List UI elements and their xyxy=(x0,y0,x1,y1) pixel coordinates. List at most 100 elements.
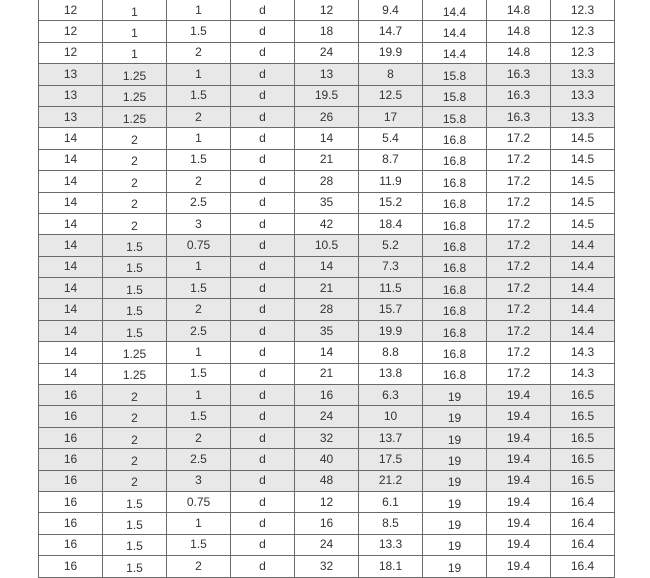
table-cell: 14 xyxy=(294,341,359,364)
table-cell: 14 xyxy=(38,277,103,300)
table-cell: 16.8 xyxy=(422,362,487,386)
table-cell: 16.4 xyxy=(550,533,615,557)
table-cell: 15.2 xyxy=(358,191,423,214)
table-row: 16 1.5 1 d 16 8.5 19 19.4 16.4 xyxy=(38,512,615,535)
table-cell: d xyxy=(230,512,295,535)
table-cell: 19 xyxy=(422,426,487,450)
table-cell: 1.25 xyxy=(102,362,167,386)
table-cell: 17.5 xyxy=(358,448,423,471)
table-cell: 19 xyxy=(422,448,487,471)
table-cell: 18 xyxy=(294,20,359,43)
table-cell: 1.5 xyxy=(166,84,231,107)
table-cell: 0.75 xyxy=(166,490,231,514)
table-cell: 2 xyxy=(102,191,167,214)
table-cell: 1 xyxy=(166,384,231,407)
table-cell: 16.8 xyxy=(422,319,487,343)
table-cell: 2 xyxy=(166,555,231,578)
table-cell: d xyxy=(230,405,295,428)
table-cell: 1.5 xyxy=(102,277,167,300)
table-cell: 16.8 xyxy=(422,298,487,321)
table-cell: 8.7 xyxy=(358,148,423,172)
table-cell: d xyxy=(230,362,295,386)
table-cell: 1 xyxy=(102,0,167,22)
table-row: 14 1.25 1.5 d 21 13.8 16.8 17.2 14.3 xyxy=(38,362,615,386)
table-cell: 14 xyxy=(38,298,103,321)
table-cell: 1.5 xyxy=(166,20,231,43)
table-cell: 17.2 xyxy=(486,212,551,236)
table-cell: 28 xyxy=(294,298,359,321)
table-row: 12 1 2 d 24 19.9 14.4 14.8 12.3 xyxy=(38,41,615,65)
table-cell: 40 xyxy=(294,448,359,471)
table-cell: 19 xyxy=(422,405,487,428)
table-cell: 17.2 xyxy=(486,362,551,386)
table-cell: 24 xyxy=(294,533,359,557)
table-cell: d xyxy=(230,490,295,514)
table-cell: 28 xyxy=(294,170,359,193)
table-cell: 16.8 xyxy=(422,255,487,279)
table-cell: 16 xyxy=(38,512,103,535)
table-cell: 14.4 xyxy=(550,255,615,279)
table-cell: 12.3 xyxy=(550,0,615,22)
table-cell: 12.5 xyxy=(358,84,423,107)
table-cell: 24 xyxy=(294,405,359,428)
table-cell: 35 xyxy=(294,191,359,214)
table-row: 16 2 1.5 d 24 10 19 19.4 16.5 xyxy=(38,405,615,428)
table-cell: 12.3 xyxy=(550,41,615,65)
table-cell: 16.5 xyxy=(550,448,615,471)
spec-table: 12 1 1 d 12 9.4 14.4 14.8 12.3 12 1 1.5 d 18 14.7 14.4 1… xyxy=(38,0,615,578)
table-cell: d xyxy=(230,212,295,236)
table-row: 14 2 1.5 d 21 8.7 16.8 17.2 14.5 xyxy=(38,148,615,172)
table-row: 16 2 2 d 32 13.7 19 19.4 16.5 xyxy=(38,426,615,450)
table-row: 14 1.5 2.5 d 35 19.9 16.8 17.2 14.4 xyxy=(38,319,615,343)
table-row: 13 1.25 1.5 d 19.5 12.5 15.8 16.3 13.3 xyxy=(38,84,615,107)
table-row: 16 1.5 2 d 32 18.1 19 19.4 16.4 xyxy=(38,555,615,578)
table-cell: 2 xyxy=(166,170,231,193)
table-row: 14 2 2.5 d 35 15.2 16.8 17.2 14.5 xyxy=(38,191,615,214)
table-cell: 2 xyxy=(102,469,167,492)
table-cell: 14.4 xyxy=(422,0,487,22)
table-cell: 32 xyxy=(294,426,359,450)
table-row: 14 1.5 2 d 28 15.7 16.8 17.2 14.4 xyxy=(38,298,615,321)
table-cell: 13.8 xyxy=(358,362,423,386)
table-cell: 6.3 xyxy=(358,384,423,407)
table-cell: 2 xyxy=(102,405,167,428)
table-cell: 1 xyxy=(166,63,231,86)
table-cell: 2 xyxy=(102,426,167,450)
table-row: 14 1.5 1.5 d 21 11.5 16.8 17.2 14.4 xyxy=(38,277,615,300)
table-row: 14 2 3 d 42 18.4 16.8 17.2 14.5 xyxy=(38,212,615,236)
table-cell: 16.5 xyxy=(550,426,615,450)
table-row: 14 2 1 d 14 5.4 16.8 17.2 14.5 xyxy=(38,127,615,150)
table-cell: 16 xyxy=(38,533,103,557)
table-cell: d xyxy=(230,234,295,257)
table-cell: 19 xyxy=(422,469,487,492)
table-cell: 5.2 xyxy=(358,234,423,257)
table-cell: 9.4 xyxy=(358,0,423,22)
table-cell: 8.5 xyxy=(358,512,423,535)
table-cell: 2 xyxy=(166,426,231,450)
table-cell: 16.8 xyxy=(422,277,487,300)
table-cell: 16.4 xyxy=(550,512,615,535)
table-cell: 14.4 xyxy=(550,234,615,257)
table-cell: 19 xyxy=(422,533,487,557)
table-cell: 48 xyxy=(294,469,359,492)
table-cell: 16 xyxy=(38,448,103,471)
table-cell: 2.5 xyxy=(166,191,231,214)
table-cell: 1.5 xyxy=(102,319,167,343)
table-cell: 1.25 xyxy=(102,84,167,107)
table-cell: 1.5 xyxy=(102,298,167,321)
table-cell: 17.2 xyxy=(486,170,551,193)
table-cell: 16 xyxy=(38,555,103,578)
table-cell: d xyxy=(230,170,295,193)
table-cell: d xyxy=(230,255,295,279)
table-cell: 1.5 xyxy=(166,148,231,172)
table-cell: 12 xyxy=(294,0,359,22)
table-cell: 2 xyxy=(166,41,231,65)
table-cell: 14.4 xyxy=(422,20,487,43)
table-cell: 10.5 xyxy=(294,234,359,257)
table-cell: 16.8 xyxy=(422,148,487,172)
table-cell: 8 xyxy=(358,63,423,86)
table-cell: 1.5 xyxy=(102,533,167,557)
table-cell: 14 xyxy=(38,191,103,214)
table-cell: 16.5 xyxy=(550,405,615,428)
table-cell: 14.4 xyxy=(550,277,615,300)
